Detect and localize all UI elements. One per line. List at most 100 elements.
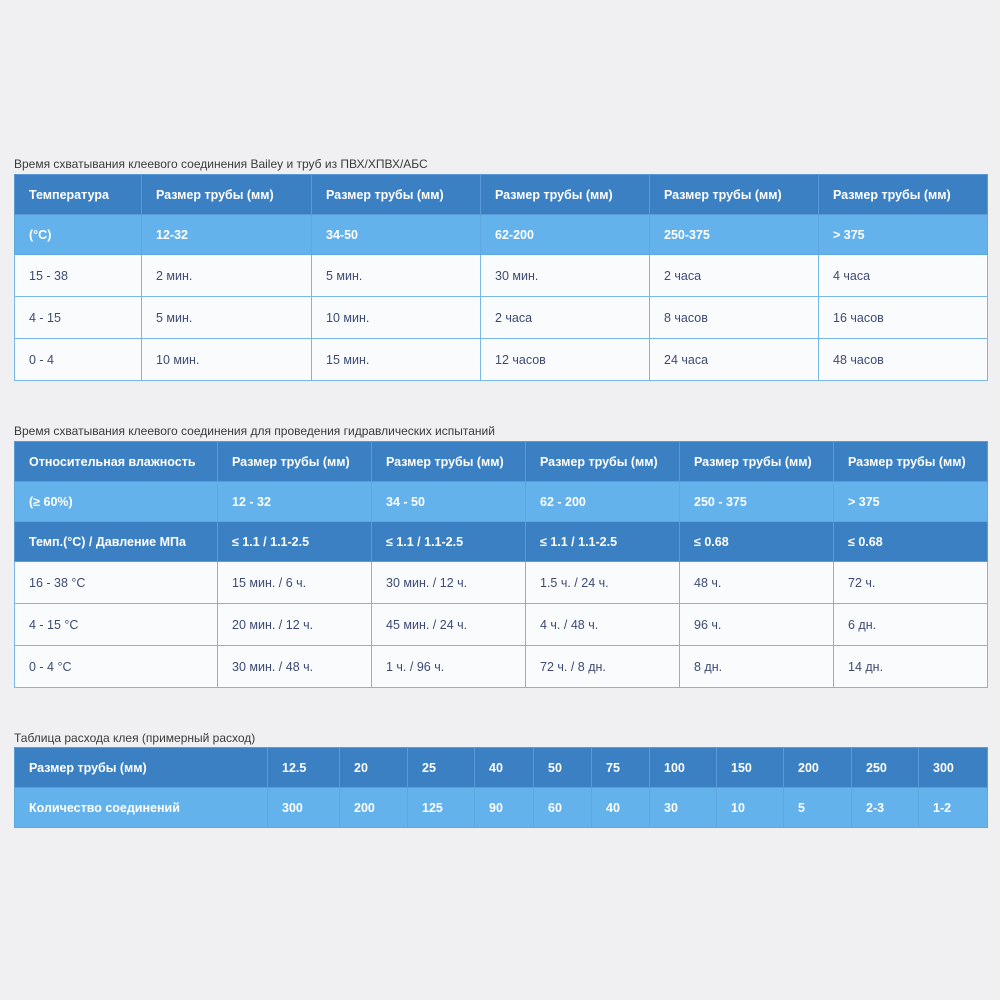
table2-header-cell: Размер трубы (мм) [217, 441, 372, 482]
table1-header-cell: Температура [14, 174, 142, 215]
table3-size-cell: 25 [407, 747, 475, 788]
table-cell: 0 - 4 °С [14, 645, 218, 688]
table1-header-row: Температура Размер трубы (мм) Размер тру… [14, 174, 988, 215]
table-cell: 4 часа [818, 254, 988, 297]
table2-header-cell: Размер трубы (мм) [679, 441, 834, 482]
table-cell: 5 мин. [311, 254, 481, 297]
table3-joint-cell: 300 [267, 787, 340, 828]
table3: Размер трубы (мм) 12.5 20 25 40 50 75 10… [14, 747, 988, 828]
table-cell: 12 часов [480, 338, 650, 381]
table1-subheader-cell: 34-50 [311, 214, 481, 255]
table-cell: 48 часов [818, 338, 988, 381]
table-row: 16 - 38 °С 15 мин. / 6 ч. 30 мин. / 12 ч… [14, 561, 988, 604]
table3-size-cell: 20 [339, 747, 408, 788]
table-cell: 1.5 ч. / 24 ч. [525, 561, 680, 604]
table-cell: 16 - 38 °С [14, 561, 218, 604]
table-cell: 2 часа [649, 254, 819, 297]
table2-header-cell: Относительная влажность [14, 441, 218, 482]
table3-size-cell: 250 [851, 747, 919, 788]
table3-joint-cell: 90 [474, 787, 534, 828]
table-cell: 0 - 4 [14, 338, 142, 381]
table-cell: 30 мин. / 48 ч. [217, 645, 372, 688]
table2-subheader-cell: (≥ 60%) [14, 481, 218, 522]
table-cell: 16 часов [818, 296, 988, 339]
table2-subheader-cell: 62 - 200 [525, 481, 680, 522]
table3-joint-cell: 2-3 [851, 787, 919, 828]
table-cell: 20 мин. / 12 ч. [217, 603, 372, 646]
table2-caption: Время схватывания клеевого соединения дл… [14, 424, 495, 438]
table1-header-cell: Размер трубы (мм) [141, 174, 312, 215]
table-cell: 14 дн. [833, 645, 988, 688]
table-cell: 6 дн. [833, 603, 988, 646]
table3-joint-cell: 200 [339, 787, 408, 828]
table3-size-cell: 300 [918, 747, 988, 788]
table2-pressure-cell: ≤ 1.1 / 1.1-2.5 [217, 521, 372, 562]
table3-joint-cell: 60 [533, 787, 592, 828]
table-cell: 96 ч. [679, 603, 834, 646]
table2-pressure-cell: ≤ 1.1 / 1.1-2.5 [525, 521, 680, 562]
table2-subheader-cell: 250 - 375 [679, 481, 834, 522]
table-cell: 4 ч. / 48 ч. [525, 603, 680, 646]
table2-pressure-cell: ≤ 0.68 [833, 521, 988, 562]
table1-header-cell: Размер трубы (мм) [311, 174, 481, 215]
table3-joint-cell: 40 [591, 787, 650, 828]
table3-size-cell: 12.5 [267, 747, 340, 788]
table-cell: 8 дн. [679, 645, 834, 688]
table-cell: 10 мин. [311, 296, 481, 339]
table1-header-cell: Размер трубы (мм) [818, 174, 988, 215]
table3-sizes-row: Размер трубы (мм) 12.5 20 25 40 50 75 10… [14, 747, 988, 788]
table-cell: 4 - 15 °С [14, 603, 218, 646]
table2-header-row: Относительная влажность Размер трубы (мм… [14, 441, 988, 482]
table3-joint-cell: 30 [649, 787, 717, 828]
table2-pressure-cell: ≤ 1.1 / 1.1-2.5 [371, 521, 526, 562]
table2-subheader-cell: 12 - 32 [217, 481, 372, 522]
table-cell: 2 часа [480, 296, 650, 339]
table3-sizes-label: Размер трубы (мм) [14, 747, 268, 788]
table3-joint-cell: 5 [783, 787, 852, 828]
table-cell: 15 мин. / 6 ч. [217, 561, 372, 604]
table-cell: 30 мин. [480, 254, 650, 297]
table-cell: 8 часов [649, 296, 819, 339]
table-cell: 10 мин. [141, 338, 312, 381]
table2-pressure-cell: Темп.(°С) / Давление МПа [14, 521, 218, 562]
table-row: 0 - 4 °С 30 мин. / 48 ч. 1 ч. / 96 ч. 72… [14, 645, 988, 688]
table3-joint-cell: 10 [716, 787, 784, 828]
table1-subheader-cell: (°С) [14, 214, 142, 255]
table2-header-cell: Размер трубы (мм) [371, 441, 526, 482]
table2-subheader-row: (≥ 60%) 12 - 32 34 - 50 62 - 200 250 - 3… [14, 481, 988, 522]
table-cell: 48 ч. [679, 561, 834, 604]
table-cell: 1 ч. / 96 ч. [371, 645, 526, 688]
table-cell: 72 ч. / 8 дн. [525, 645, 680, 688]
table3-caption: Таблица расхода клея (примерный расход) [14, 731, 256, 745]
table2-pressure-row: Темп.(°С) / Давление МПа ≤ 1.1 / 1.1-2.5… [14, 521, 988, 562]
table1-subheader-cell: 62-200 [480, 214, 650, 255]
table-row: 15 - 38 2 мин. 5 мин. 30 мин. 2 часа 4 ч… [14, 254, 988, 297]
table2-header-cell: Размер трубы (мм) [525, 441, 680, 482]
table2-subheader-cell: > 375 [833, 481, 988, 522]
table1-subheader-cell: 12-32 [141, 214, 312, 255]
table-row: 4 - 15 °С 20 мин. / 12 ч. 45 мин. / 24 ч… [14, 603, 988, 646]
table3-size-cell: 150 [716, 747, 784, 788]
table-row: 4 - 15 5 мин. 10 мин. 2 часа 8 часов 16 … [14, 296, 988, 339]
table2: Относительная влажность Размер трубы (мм… [14, 441, 988, 688]
table2-pressure-cell: ≤ 0.68 [679, 521, 834, 562]
table2-subheader-cell: 34 - 50 [371, 481, 526, 522]
table-cell: 45 мин. / 24 ч. [371, 603, 526, 646]
table3-joint-cell: 1-2 [918, 787, 988, 828]
table1: Температура Размер трубы (мм) Размер тру… [14, 174, 988, 381]
table1-caption: Время схватывания клеевого соединения Ba… [14, 157, 428, 171]
table3-joints-row: Количество соединений 300 200 125 90 60 … [14, 787, 988, 828]
table1-subheader-cell: 250-375 [649, 214, 819, 255]
table2-header-cell: Размер трубы (мм) [833, 441, 988, 482]
table-row: 0 - 4 10 мин. 15 мин. 12 часов 24 часа 4… [14, 338, 988, 381]
table3-size-cell: 50 [533, 747, 592, 788]
table-cell: 30 мин. / 12 ч. [371, 561, 526, 604]
table1-subheader-cell: > 375 [818, 214, 988, 255]
table3-joints-label: Количество соединений [14, 787, 268, 828]
table3-size-cell: 75 [591, 747, 650, 788]
table1-header-cell: Размер трубы (мм) [649, 174, 819, 215]
table1-subheader-row: (°С) 12-32 34-50 62-200 250-375 > 375 [14, 214, 988, 255]
table-cell: 2 мин. [141, 254, 312, 297]
table1-header-cell: Размер трубы (мм) [480, 174, 650, 215]
table-cell: 15 мин. [311, 338, 481, 381]
